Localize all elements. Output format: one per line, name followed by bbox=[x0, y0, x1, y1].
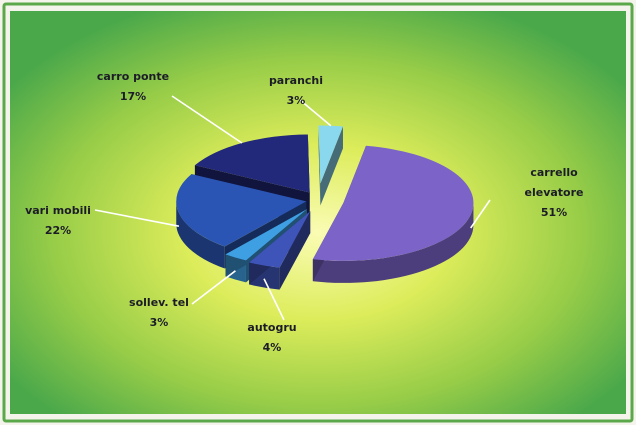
slice-value-label-vari-mobili: 22% bbox=[45, 224, 71, 237]
leader-line-sollev-tel bbox=[191, 270, 236, 305]
slice-value-label-paranchi: 3% bbox=[287, 94, 306, 107]
slice-category-label-autogru: autogru bbox=[247, 321, 296, 334]
slice-top bbox=[249, 211, 311, 268]
slice-category-label-vari-mobili: vari mobili bbox=[25, 204, 91, 217]
slice-top bbox=[194, 134, 310, 193]
slice-category-label-carrello-elevatore: elevatore bbox=[525, 186, 584, 199]
slice-cut-face bbox=[320, 126, 343, 206]
slice-top bbox=[225, 209, 307, 261]
slice-cut-face bbox=[318, 125, 321, 206]
slice-category-label-carrello-elevatore: carrello bbox=[530, 166, 578, 179]
pie-slice-paranchi bbox=[318, 125, 343, 206]
slice-labels: carrello elevatore 51% autogru 4% sollev. tel… bbox=[25, 70, 583, 354]
slice-value-label-carro-ponte: 17% bbox=[120, 90, 146, 103]
slice-value-label-sollev-tel: 3% bbox=[150, 316, 169, 329]
slice-top bbox=[312, 145, 474, 261]
slice-category-label-paranchi: paranchi bbox=[269, 74, 323, 87]
slice-top bbox=[318, 125, 343, 184]
pie-slice-autogru bbox=[249, 211, 311, 290]
slice-value-label-autogru: 4% bbox=[263, 341, 282, 354]
plot-background bbox=[10, 11, 626, 414]
leader-line-carro-ponte bbox=[171, 95, 243, 144]
leader-lines bbox=[94, 95, 491, 321]
slice-top bbox=[176, 174, 307, 247]
leader-line-carrello-elevatore bbox=[470, 199, 491, 229]
slice-side bbox=[312, 202, 474, 283]
leader-line-autogru bbox=[263, 278, 285, 321]
leader-line-vari-mobili bbox=[94, 209, 180, 227]
pie-slices bbox=[176, 125, 474, 290]
slice-side bbox=[176, 201, 225, 269]
leader-line-paranchi bbox=[299, 99, 332, 127]
slice-value-label-carrello-elevatore: 51% bbox=[541, 206, 567, 219]
pie-slice-carrello-elevatore bbox=[312, 145, 474, 283]
slice-category-label-carro-ponte: carro ponte bbox=[97, 70, 169, 83]
slice-category-label-sollev-tel: sollev. tel bbox=[129, 296, 189, 309]
